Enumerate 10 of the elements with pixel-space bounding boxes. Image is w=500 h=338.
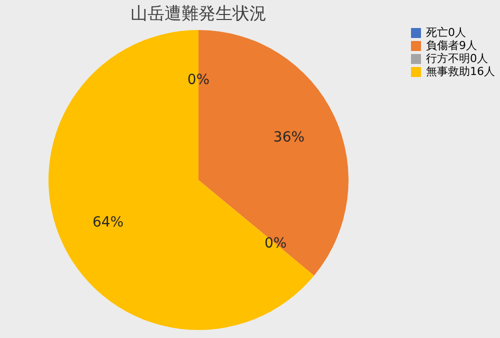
data-label: 64% xyxy=(92,214,124,231)
legend-label: 負傷者9人 xyxy=(426,39,477,52)
legend-label: 無事救助16人 xyxy=(426,65,495,78)
chart-title: 山岳遭難発生状況 xyxy=(130,4,266,24)
pie-slice xyxy=(48,30,314,330)
legend-label: 死亡0人 xyxy=(426,26,466,39)
text: 0% xyxy=(187,72,210,88)
legend-label: 行方不明0人 xyxy=(426,52,488,65)
text: 0% xyxy=(264,236,287,252)
data-label: 36% xyxy=(273,129,305,146)
